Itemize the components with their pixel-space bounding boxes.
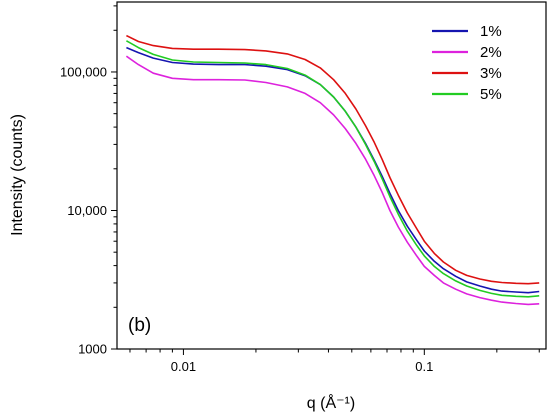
x-axis-title: q (Å⁻¹) — [307, 393, 355, 412]
series-group — [125, 34, 540, 306]
x-tick-label: 0.1 — [415, 359, 433, 374]
plot-frame — [116, 1, 547, 350]
x-axis: 0.01 0.1 — [129, 349, 540, 374]
legend-label: 5% — [480, 86, 502, 103]
series-line-1pct — [126, 46, 540, 294]
series-line-2pct — [125, 55, 540, 306]
legend-label: 2% — [480, 44, 502, 61]
legend-label: 1% — [480, 23, 502, 40]
y-axis-title: Intensity (counts) — [9, 114, 26, 236]
y-axis: 1000 10,000 100,000 — [60, 5, 117, 357]
legend-label: 3% — [480, 65, 502, 82]
y-tick-label: 10,000 — [67, 203, 107, 218]
x-tick-label: 0.01 — [171, 359, 196, 374]
y-tick-label: 1000 — [78, 342, 107, 357]
series-line-3pct — [126, 34, 540, 285]
panel-label: (b) — [128, 315, 151, 336]
legend: 1% 2% 3% 5% — [432, 23, 502, 103]
y-tick-label: 100,000 — [60, 64, 107, 79]
series-line-5pct — [126, 40, 540, 298]
